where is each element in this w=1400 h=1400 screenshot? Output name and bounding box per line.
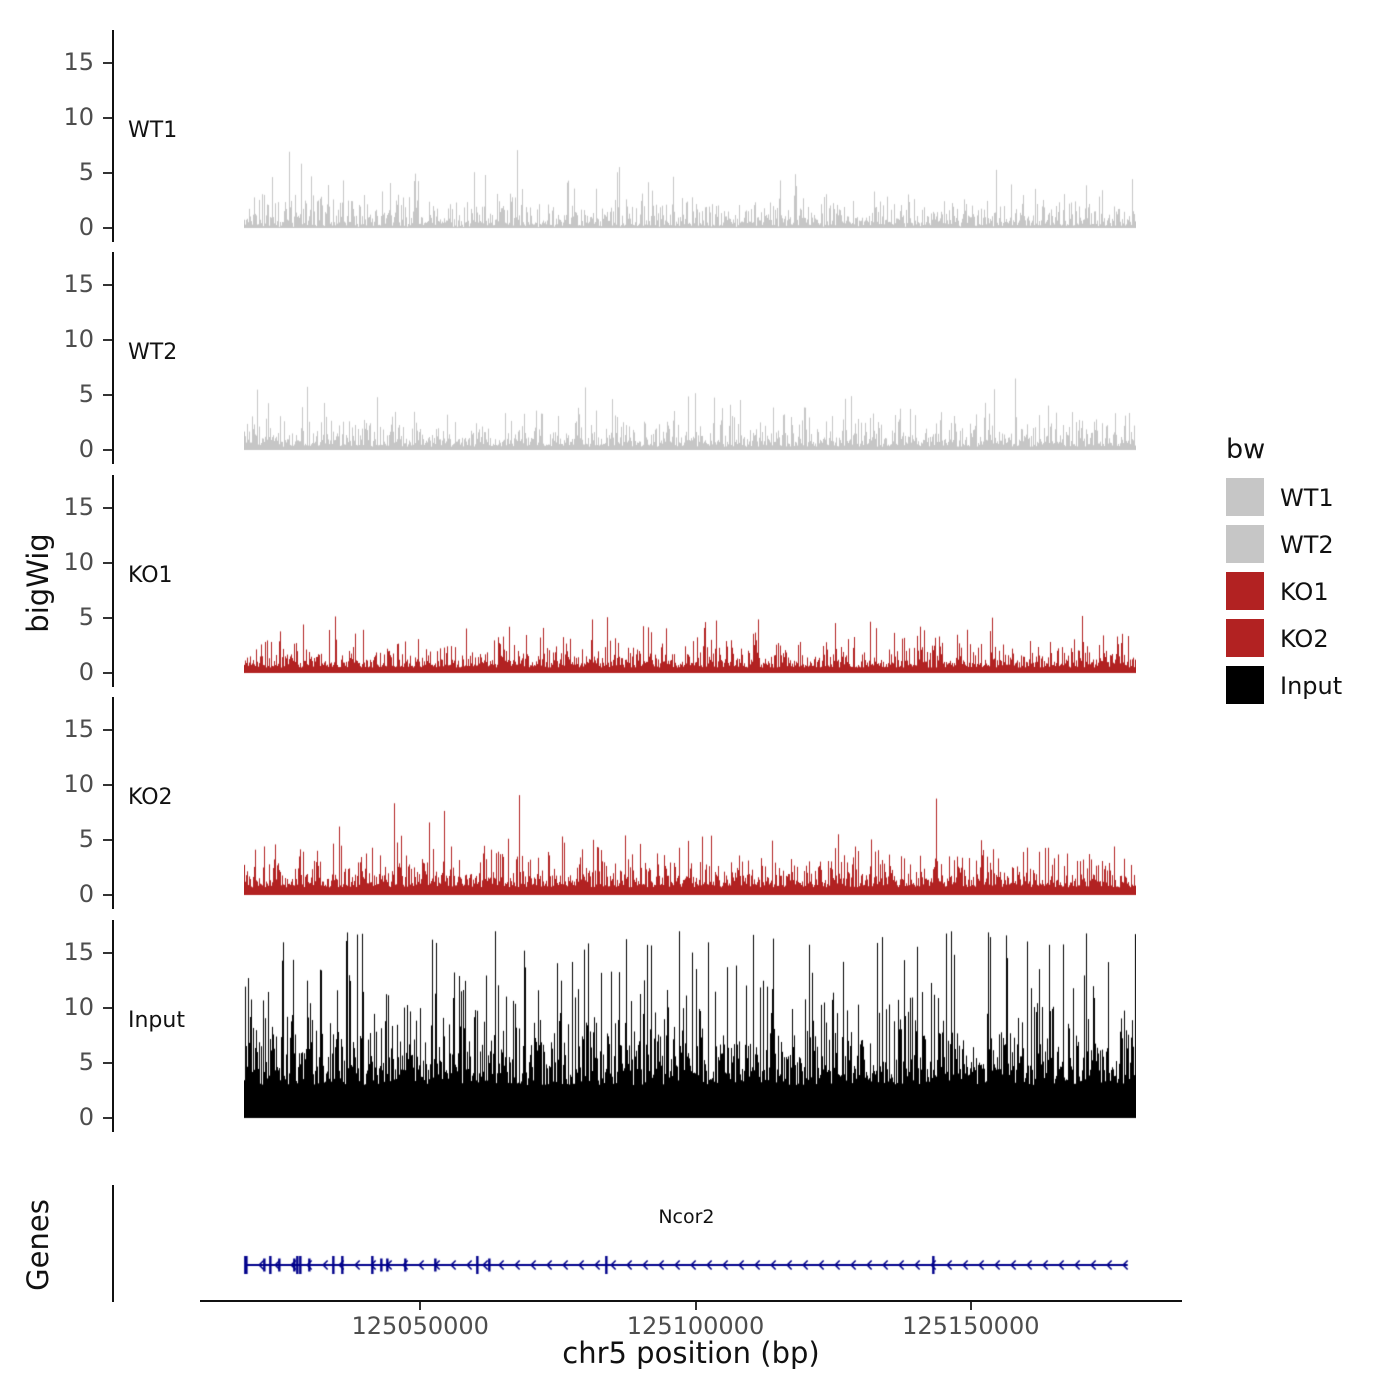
x-tick-label: 125100000 — [626, 1312, 765, 1340]
genes-panel-axis-line — [112, 1185, 114, 1302]
y-tick-mark — [103, 339, 112, 341]
y-tick-label: 5 — [78, 825, 94, 853]
y-tick-mark — [103, 507, 112, 509]
track-signal-canvas-Input — [244, 920, 1136, 1132]
y-tick-mark — [103, 729, 112, 731]
legend-label-KO2: KO2 — [1280, 625, 1329, 653]
y-tick-mark — [103, 784, 112, 786]
y-tick-mark — [103, 617, 112, 619]
track-label-WT1: WT1 — [128, 118, 178, 143]
x-axis-title: chr5 position (bp) — [562, 1336, 820, 1370]
track-signal-canvas-WT2 — [244, 252, 1136, 464]
y-tick-label: 15 — [63, 715, 94, 743]
y-tick-label: 10 — [63, 103, 94, 131]
track-label-Input: Input — [128, 1008, 185, 1033]
track-y-axis-line-WT2 — [112, 252, 114, 464]
y-tick-mark — [103, 1007, 112, 1009]
legend-label-WT2: WT2 — [1280, 531, 1334, 559]
legend-swatch-KO2 — [1226, 619, 1264, 657]
track-signal-canvas-WT1 — [244, 30, 1136, 242]
x-tick-label: 125150000 — [902, 1312, 1040, 1340]
y-tick-label: 5 — [78, 603, 94, 631]
legend-label-WT1: WT1 — [1280, 484, 1334, 512]
legend-swatch-KO1 — [1226, 572, 1264, 610]
y-tick-mark — [103, 1117, 112, 1119]
y-tick-mark — [103, 839, 112, 841]
track-y-axis-line-KO2 — [112, 697, 114, 909]
track-label-KO1: KO1 — [128, 563, 173, 588]
legend-label-KO1: KO1 — [1280, 578, 1329, 606]
y-tick-label: 15 — [63, 270, 94, 298]
y-tick-label: 10 — [63, 548, 94, 576]
y-tick-mark — [103, 562, 112, 564]
y-tick-mark — [103, 284, 112, 286]
y-tick-label: 5 — [78, 380, 94, 408]
track-label-KO2: KO2 — [128, 785, 173, 810]
legend-title: bw — [1226, 434, 1266, 465]
track-label-WT2: WT2 — [128, 340, 178, 365]
track-y-axis-line-KO1 — [112, 475, 114, 687]
y-tick-mark — [103, 894, 112, 896]
x-tick-mark — [419, 1302, 422, 1310]
y-tick-label: 0 — [78, 658, 94, 686]
y-tick-label: 10 — [63, 325, 94, 353]
x-axis-line — [200, 1300, 1182, 1302]
y-tick-mark — [103, 172, 112, 174]
legend-swatch-WT1 — [1226, 478, 1264, 516]
y-tick-mark — [103, 1062, 112, 1064]
y-tick-mark — [103, 394, 112, 396]
legend-swatch-WT2 — [1226, 525, 1264, 563]
x-tick-mark — [694, 1302, 697, 1310]
x-tick-mark — [969, 1302, 972, 1310]
gene-model-canvas — [200, 1185, 1180, 1303]
track-signal-canvas-KO1 — [244, 475, 1136, 687]
y-tick-mark — [103, 952, 112, 954]
genes-axis-title: Genes — [21, 1199, 55, 1291]
y-tick-mark — [103, 227, 112, 229]
y-tick-mark — [103, 117, 112, 119]
y-tick-label: 5 — [78, 1048, 94, 1076]
legend-label-Input: Input — [1280, 672, 1343, 700]
y-tick-mark — [103, 449, 112, 451]
track-y-axis-line-Input — [112, 920, 114, 1132]
y-tick-label: 0 — [78, 880, 94, 908]
y-tick-label: 10 — [63, 993, 94, 1021]
y-tick-label: 15 — [63, 938, 94, 966]
track-signal-canvas-KO2 — [244, 697, 1136, 909]
y-tick-label: 15 — [63, 493, 94, 521]
x-tick-label: 125050000 — [351, 1312, 489, 1340]
y-tick-mark — [103, 672, 112, 674]
track-y-axis-line-WT1 — [112, 30, 114, 242]
y-tick-label: 0 — [78, 1103, 94, 1131]
y-tick-label: 15 — [63, 48, 94, 76]
y-tick-label: 5 — [78, 158, 94, 186]
legend-swatch-Input — [1226, 666, 1264, 704]
y-tick-label: 0 — [78, 435, 94, 463]
y-tick-label: 10 — [63, 770, 94, 798]
y-tick-label: 0 — [78, 213, 94, 241]
y-tick-mark — [103, 62, 112, 64]
